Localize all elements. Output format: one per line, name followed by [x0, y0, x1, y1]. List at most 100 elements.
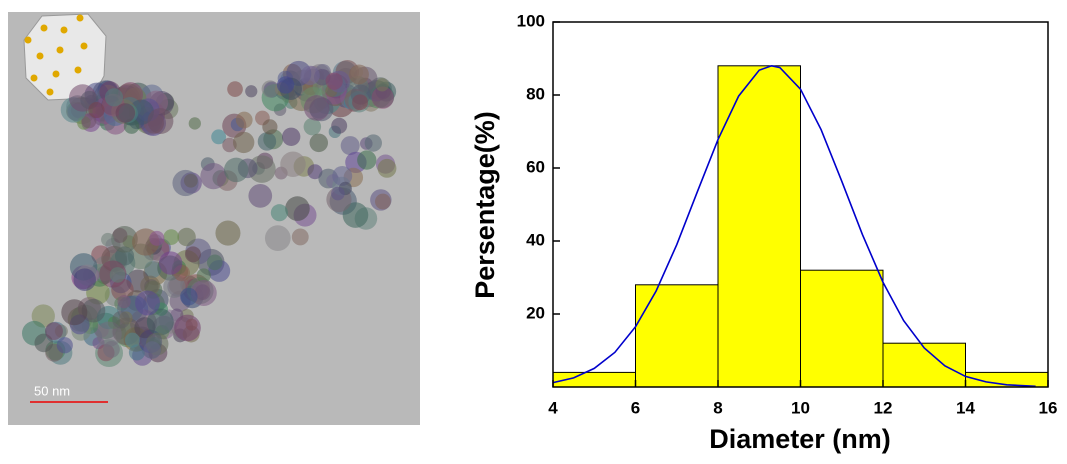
- particle: [331, 186, 345, 201]
- x-tick-label: 12: [874, 398, 893, 417]
- inset-particle: [23, 13, 107, 101]
- x-tick-label: 16: [1039, 398, 1058, 417]
- x-tick-label: 14: [956, 398, 975, 417]
- inset-atom: [80, 42, 88, 50]
- particle: [211, 129, 227, 145]
- particle: [264, 225, 291, 252]
- bar: [882, 342, 966, 388]
- particle: [185, 318, 198, 331]
- particle: [291, 228, 309, 246]
- particle: [357, 150, 377, 170]
- particle: [332, 165, 353, 186]
- inset-atom: [46, 88, 54, 96]
- particle: [185, 246, 201, 263]
- y-tick-label: 60: [526, 157, 545, 176]
- particle: [149, 230, 165, 246]
- particle: [180, 287, 198, 306]
- particle: [375, 78, 389, 92]
- particle: [303, 117, 322, 136]
- particle: [307, 164, 323, 180]
- particle: [374, 193, 391, 210]
- particle: [117, 294, 131, 309]
- x-tick-label: 6: [631, 398, 640, 417]
- inset-atom: [24, 36, 32, 44]
- y-tick-label: 20: [526, 303, 545, 322]
- inset-atom: [74, 66, 82, 74]
- particle: [81, 298, 106, 323]
- particle: [109, 267, 126, 283]
- y-tick-label: 80: [526, 84, 545, 103]
- x-tick-label: 8: [713, 398, 722, 417]
- x-tick-label: 10: [791, 398, 810, 417]
- particle: [261, 80, 279, 98]
- particle: [300, 65, 320, 86]
- inset-atom: [40, 24, 48, 32]
- particle: [232, 131, 255, 154]
- particle: [309, 133, 329, 153]
- particle: [245, 85, 258, 98]
- particle: [190, 280, 217, 306]
- particle: [200, 163, 227, 190]
- particle: [352, 94, 368, 111]
- particle: [270, 204, 288, 222]
- particle: [349, 64, 369, 85]
- tem-image: 50 nm: [8, 12, 420, 425]
- particle: [342, 202, 369, 228]
- x-axis-title: Diameter (nm): [709, 424, 891, 454]
- particle: [135, 290, 160, 316]
- inset-atom: [76, 14, 84, 22]
- particle: [177, 227, 196, 247]
- particle: [276, 76, 295, 94]
- particle: [223, 157, 249, 183]
- particle: [364, 134, 382, 152]
- particle: [280, 151, 306, 177]
- x-tick-label: 4: [548, 398, 558, 417]
- particle: [215, 220, 241, 246]
- scale-bar-label: 50 nm: [34, 383, 70, 398]
- particle: [303, 95, 330, 121]
- particle: [227, 81, 243, 97]
- particle: [340, 136, 360, 156]
- particle: [248, 183, 273, 208]
- particle: [285, 196, 310, 221]
- bar: [717, 65, 801, 388]
- particle: [101, 232, 115, 247]
- particle: [371, 86, 394, 109]
- y-tick-label: 40: [526, 230, 545, 249]
- particle: [56, 337, 73, 354]
- particle: [147, 108, 174, 135]
- inset-atom: [60, 26, 68, 34]
- particle: [96, 321, 122, 347]
- particle: [163, 275, 186, 298]
- particle: [325, 72, 343, 90]
- particle: [163, 229, 180, 245]
- particle: [128, 344, 146, 361]
- inset-atom: [56, 46, 64, 54]
- particle: [262, 119, 278, 135]
- bar: [800, 269, 884, 388]
- particle: [88, 101, 105, 119]
- particle: [112, 310, 130, 329]
- particle: [45, 322, 63, 341]
- inset-atom: [30, 74, 38, 82]
- particle: [111, 225, 138, 253]
- particle: [158, 251, 183, 275]
- particle: [257, 132, 277, 151]
- particle: [331, 117, 348, 134]
- particle: [183, 173, 198, 188]
- particle: [206, 254, 223, 271]
- bar: [635, 284, 719, 388]
- particle: [235, 111, 253, 129]
- fit-curve: [552, 64, 1036, 388]
- particle: [61, 299, 88, 326]
- inset-atom: [52, 70, 60, 78]
- y-axis-title: Persentage(%): [470, 111, 500, 299]
- particle: [377, 158, 397, 178]
- particle: [146, 308, 174, 336]
- particle: [124, 332, 140, 348]
- particle: [115, 103, 136, 123]
- particle: [140, 275, 160, 296]
- inset-atom: [36, 52, 44, 60]
- y-tick-label: 100: [517, 11, 545, 30]
